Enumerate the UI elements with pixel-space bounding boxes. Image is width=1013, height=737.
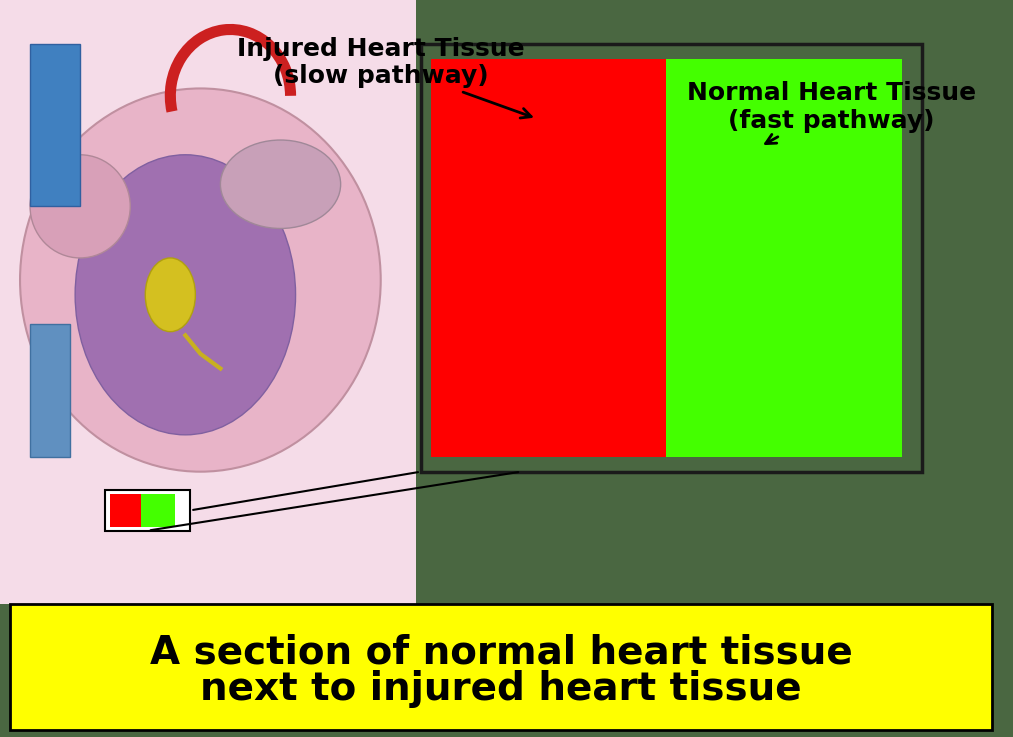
Text: Normal Heart Tissue
(fast pathway): Normal Heart Tissue (fast pathway): [687, 81, 977, 144]
Bar: [420, 44, 922, 472]
Ellipse shape: [20, 88, 381, 472]
Bar: [141, 494, 175, 527]
Bar: [0, 0, 415, 604]
Bar: [105, 490, 190, 531]
Bar: [110, 494, 143, 527]
Bar: [30, 324, 70, 457]
Ellipse shape: [30, 155, 131, 258]
Ellipse shape: [221, 140, 340, 228]
Text: next to injured heart tissue: next to injured heart tissue: [201, 670, 801, 708]
Bar: [431, 59, 667, 457]
Ellipse shape: [75, 155, 296, 435]
Bar: [667, 59, 902, 457]
FancyBboxPatch shape: [10, 604, 992, 730]
Text: A section of normal heart tissue: A section of normal heart tissue: [150, 633, 852, 671]
Bar: [30, 44, 80, 206]
Text: Injured Heart Tissue
(slow pathway): Injured Heart Tissue (slow pathway): [237, 37, 531, 118]
Ellipse shape: [145, 258, 196, 332]
